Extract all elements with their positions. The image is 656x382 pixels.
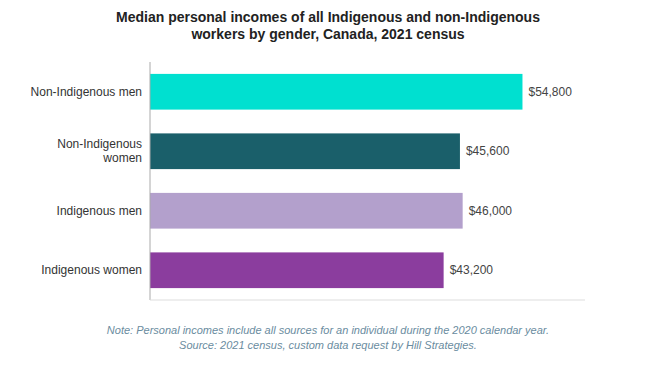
bar — [150, 133, 460, 169]
data-label: $54,800 — [528, 85, 572, 99]
category-label-line: women — [102, 151, 142, 165]
bar — [150, 252, 444, 288]
data-label: $45,600 — [466, 144, 510, 158]
bars — [150, 74, 522, 288]
x-axis-line — [150, 300, 585, 301]
title-line: Median personal incomes of all Indigenou… — [116, 9, 540, 25]
title: Median personal incomes of all Indigenou… — [116, 9, 540, 42]
category-label-line: Non-Indigenous men — [31, 85, 142, 99]
annotation-line: Note: Personal incomes include all sourc… — [107, 324, 549, 336]
page: {"chart_data": { "type": "bar", "orienta… — [0, 0, 656, 382]
category-label: Indigenous men — [57, 204, 142, 218]
category-label-line: Indigenous women — [41, 263, 142, 277]
bar — [150, 193, 463, 229]
category-label: Non-Indigenouswomen — [57, 137, 142, 165]
data-label: $43,200 — [450, 263, 494, 277]
chart-svg: Median personal incomes of all Indigenou… — [0, 0, 656, 382]
y-axis-line — [150, 62, 151, 300]
annotation-line: Source: 2021 census, custom data request… — [179, 339, 477, 351]
category-label: Non-Indigenous men — [31, 85, 142, 99]
data-label: $46,000 — [469, 204, 513, 218]
category-label-line: Non-Indigenous — [57, 137, 142, 151]
category-label: Indigenous women — [41, 263, 142, 277]
category-label-line: Indigenous men — [57, 204, 142, 218]
bar — [150, 74, 522, 110]
chart-container: Median personal incomes of all Indigenou… — [0, 0, 656, 382]
title-line: workers by gender, Canada, 2021 census — [190, 26, 464, 42]
annotation: Note: Personal incomes include all sourc… — [107, 324, 549, 351]
